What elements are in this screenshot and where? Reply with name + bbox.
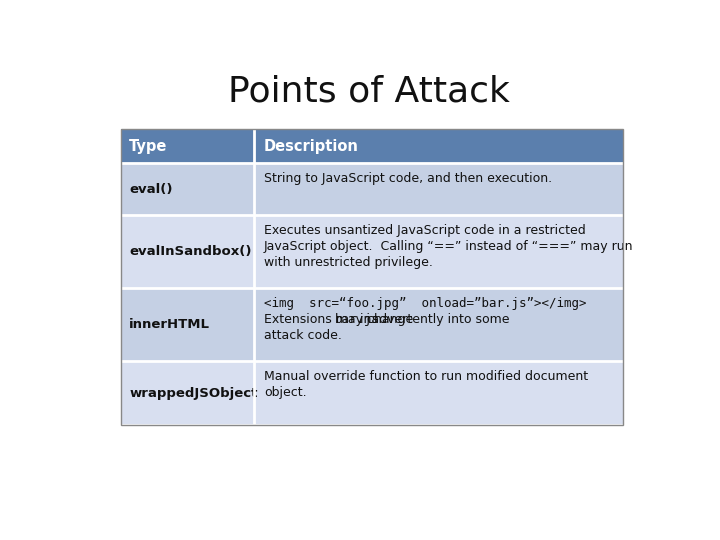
Text: JavaScript object.  Calling “==” instead of “===” may run: JavaScript object. Calling “==” instead … bbox=[264, 240, 634, 253]
Text: innerHTML: innerHTML bbox=[129, 318, 210, 331]
Bar bbox=[121, 129, 623, 426]
Bar bbox=[121, 215, 253, 288]
Text: Executes unsantized JavaScript code in a restricted: Executes unsantized JavaScript code in a… bbox=[264, 225, 585, 238]
Text: Manual override function to run modified document: Manual override function to run modified… bbox=[264, 370, 588, 383]
Bar bbox=[121, 361, 253, 426]
Text: attack code.: attack code. bbox=[264, 329, 342, 342]
Bar bbox=[121, 129, 253, 163]
Bar bbox=[253, 129, 623, 163]
Bar bbox=[121, 288, 253, 361]
Text: String to JavaScript code, and then execution.: String to JavaScript code, and then exec… bbox=[264, 172, 552, 186]
Text: Type: Type bbox=[129, 139, 168, 154]
Bar bbox=[253, 163, 623, 215]
Text: evalInSandbox(): evalInSandbox() bbox=[129, 245, 251, 258]
Text: Points of Attack: Points of Attack bbox=[228, 75, 510, 109]
Text: bar.js: bar.js bbox=[335, 313, 380, 326]
Text: Extensions may change: Extensions may change bbox=[264, 313, 417, 326]
Text: eval(): eval() bbox=[129, 183, 173, 196]
Text: object.: object. bbox=[264, 386, 307, 399]
Text: Description: Description bbox=[264, 139, 359, 154]
Text: inadvertently into some: inadvertently into some bbox=[356, 313, 509, 326]
Text: with unrestricted privilege.: with unrestricted privilege. bbox=[264, 256, 433, 269]
Bar bbox=[253, 361, 623, 426]
Bar bbox=[253, 288, 623, 361]
Bar bbox=[253, 215, 623, 288]
Text: <img  src=“foo.jpg”  onload=”bar.js”></img>: <img src=“foo.jpg” onload=”bar.js”></img… bbox=[264, 297, 586, 310]
Text: wrappedJSObject: wrappedJSObject bbox=[129, 387, 258, 400]
Bar bbox=[121, 163, 253, 215]
